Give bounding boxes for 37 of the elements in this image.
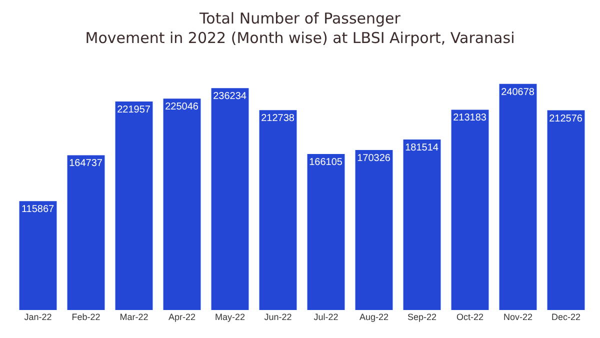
data-label: 212576 — [549, 113, 583, 124]
data-label: 225046 — [165, 102, 199, 113]
data-label: 164737 — [69, 158, 103, 170]
data-label: 212738 — [261, 113, 295, 124]
x-tick-label: Jan-22 — [24, 312, 52, 322]
data-label: 115867 — [21, 204, 55, 216]
bar — [211, 88, 249, 310]
bar — [19, 201, 57, 310]
x-tick-label: Apr-22 — [168, 312, 196, 322]
data-label: 166105 — [309, 156, 343, 168]
bar — [355, 150, 393, 310]
x-tick-label: Mar-22 — [120, 312, 148, 322]
bar — [67, 155, 105, 310]
data-label: 240678 — [501, 86, 535, 98]
x-tick-label: Aug-22 — [359, 312, 389, 322]
x-tick-label: Nov-22 — [503, 312, 533, 322]
bar — [451, 110, 489, 310]
x-tick-label: Sep-22 — [407, 312, 437, 322]
data-label: 170326 — [357, 152, 391, 164]
x-tick-label: Dec-22 — [551, 312, 581, 322]
x-tick-label: Jun-22 — [264, 312, 292, 322]
data-label: 213183 — [453, 112, 487, 124]
bar — [259, 110, 297, 310]
bar — [403, 139, 441, 310]
bar — [307, 154, 345, 310]
data-label: 236234 — [213, 91, 247, 102]
bar — [547, 110, 585, 310]
bar — [163, 98, 201, 310]
data-label: 221957 — [117, 104, 151, 116]
bar — [115, 101, 153, 310]
chart-title: Total Number of Passenger Movement in 2022 (Month wise) at LBSI Airport, Varanasi — [85, 10, 515, 48]
x-tick-label: Oct-22 — [456, 312, 484, 322]
x-tick-label: Feb-22 — [72, 312, 100, 322]
x-tick-label: Jul-22 — [314, 312, 338, 322]
data-label: 181514 — [405, 142, 439, 154]
bar — [499, 84, 537, 310]
x-tick-label: May-22 — [214, 312, 246, 322]
